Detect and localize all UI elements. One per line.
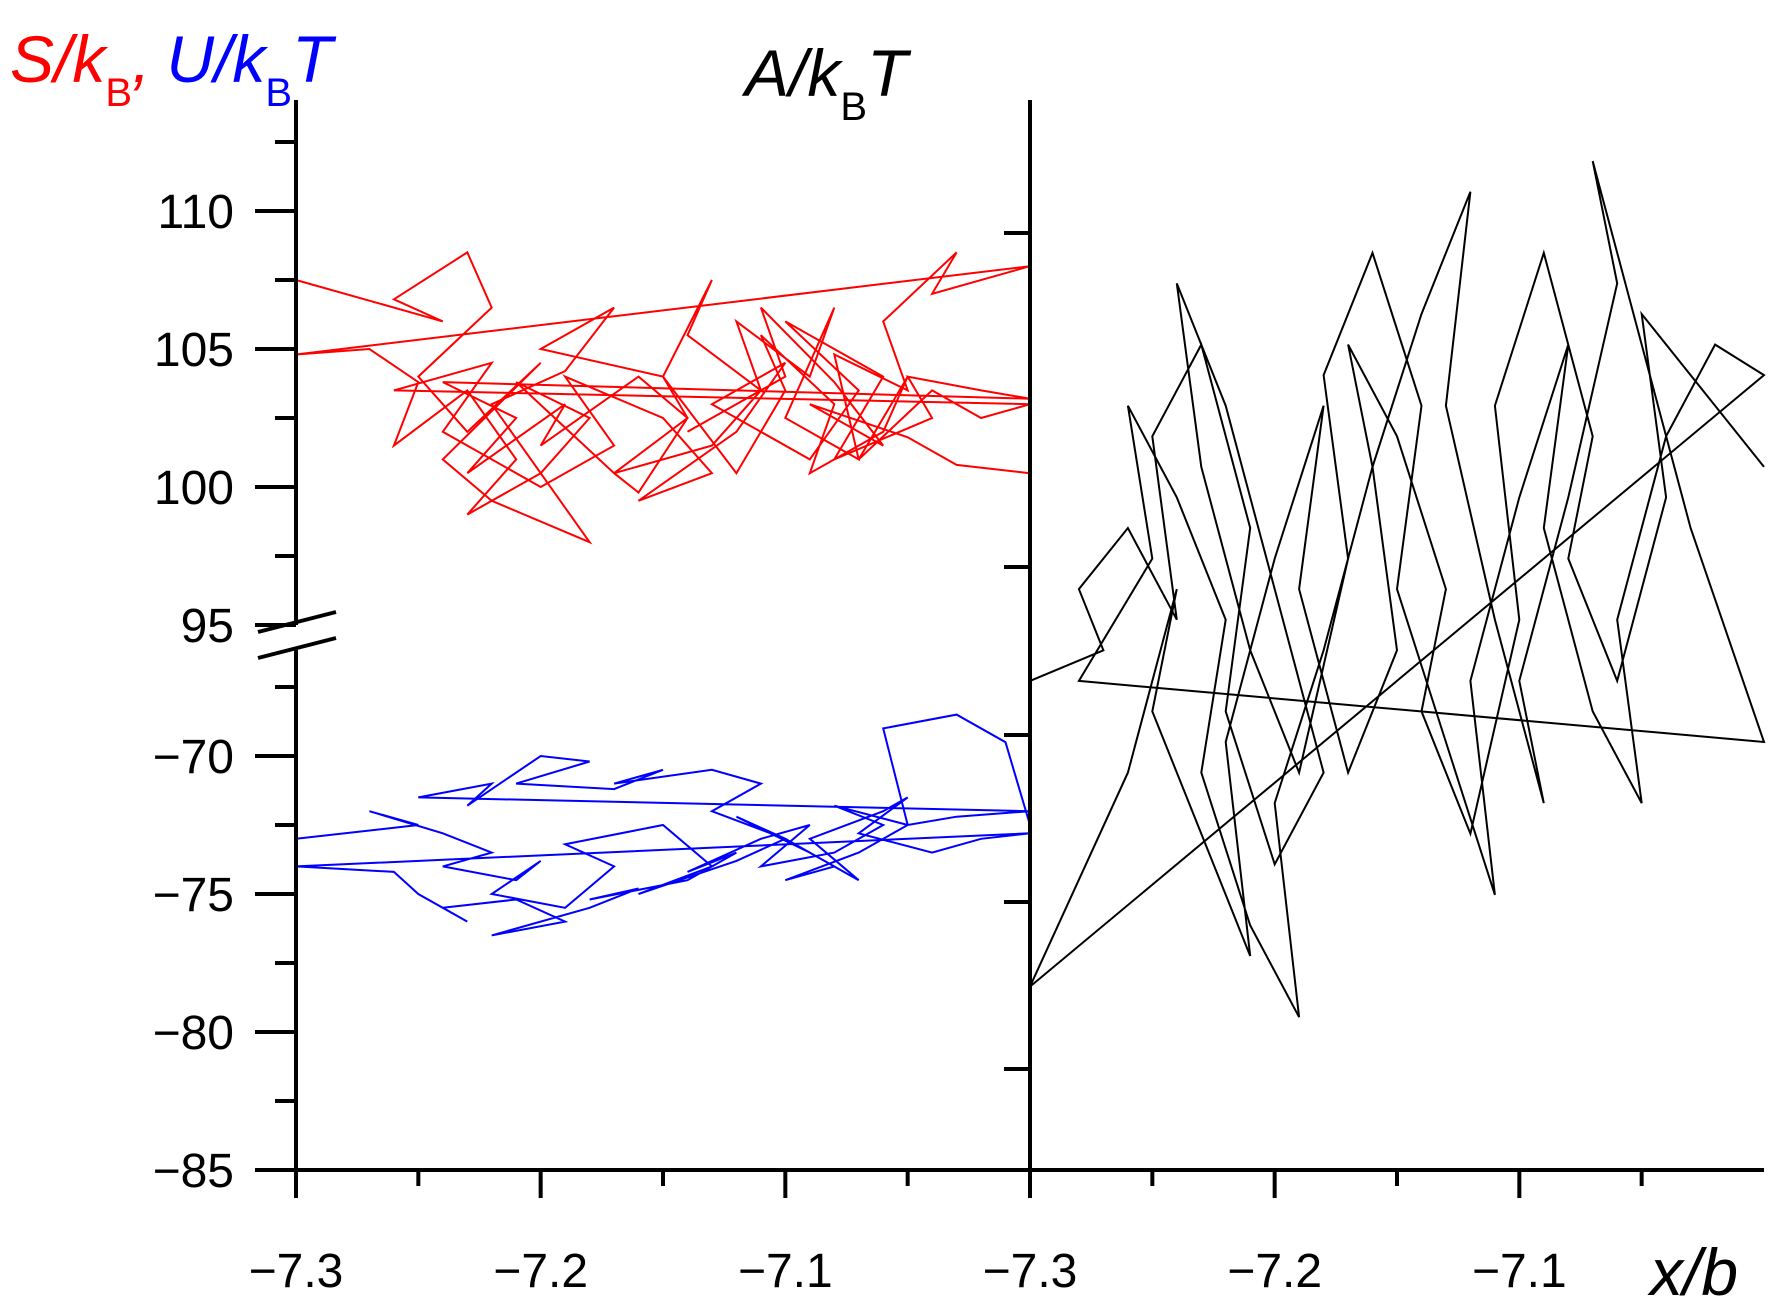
- axes: 110 105 100 95 −70 −75 −80 −85 −7.3 −7.2 −7.1 −7.3 −…: [153, 100, 1764, 1298]
- left-y-tick-label: 110: [157, 186, 234, 239]
- right-panel-series: [1029, 160, 1766, 1018]
- x-axis-label: x/b: [1647, 1235, 1738, 1309]
- axis-break-mark: [257, 636, 337, 660]
- left-x-tick-label: −7.3: [249, 1245, 344, 1298]
- left-y-tick-label: −85: [153, 1145, 234, 1198]
- series-S: [295, 250, 1031, 545]
- right-x-tick-label: −7.2: [1227, 1245, 1322, 1298]
- left-x-tick-label: −7.1: [738, 1245, 833, 1298]
- left-y-tick-label: −80: [153, 1007, 234, 1060]
- left-y-tick-label: 105: [154, 324, 234, 377]
- left-y-tick-label: −70: [153, 731, 234, 784]
- left-y-tick-label: −75: [153, 869, 234, 922]
- right-x-tick-label: −7.3: [983, 1245, 1078, 1298]
- left-x-tick-label: −7.2: [493, 1245, 588, 1298]
- right-x-tick-label: −7.1: [1472, 1245, 1567, 1298]
- left-panel-series: [295, 250, 1031, 937]
- series-U: [295, 713, 1031, 937]
- left-y-axis-label: S/kB, U/kBT: [10, 22, 337, 115]
- series-A: [1029, 160, 1766, 1018]
- left-y-tick-label: 100: [154, 462, 234, 515]
- right-y-axis-label: A/kBT: [741, 36, 912, 129]
- axis-break-mark: [257, 610, 337, 634]
- left-y-tick-label: 95: [181, 600, 234, 653]
